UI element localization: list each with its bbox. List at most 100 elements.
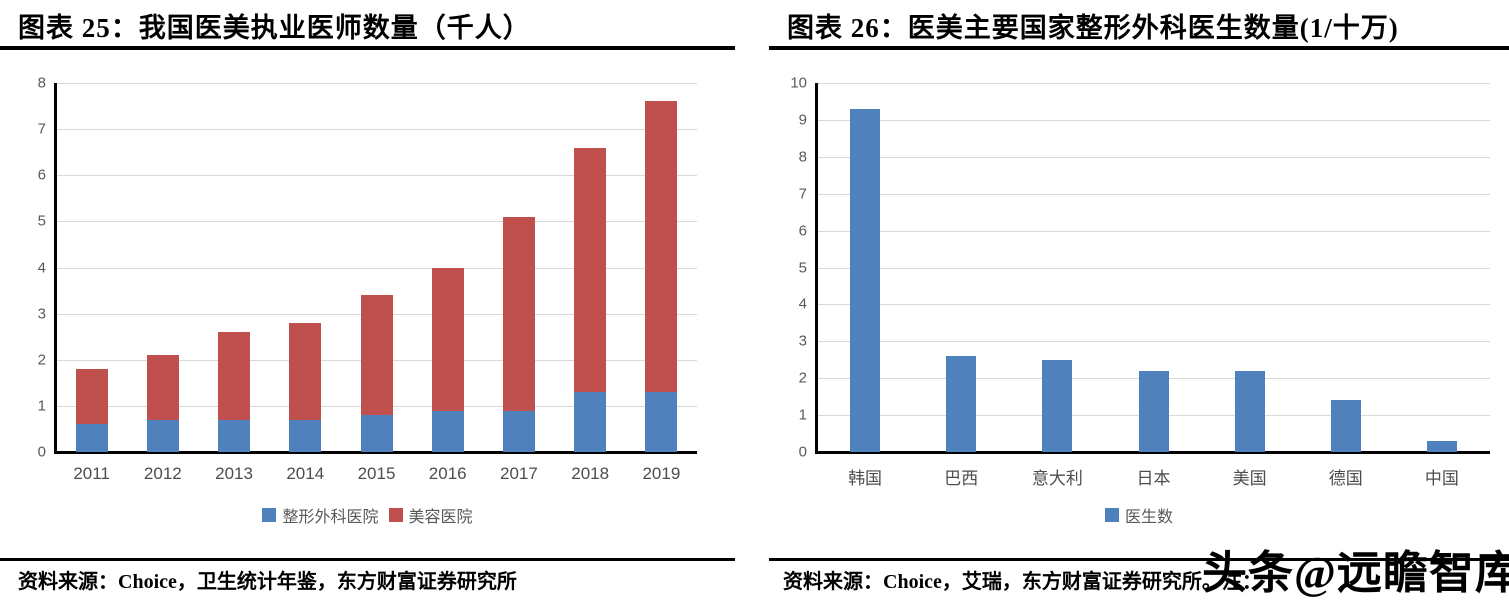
bar-segment-医生数-意大利 (1042, 359, 1073, 452)
bar-segment-美容医院-2014 (289, 322, 322, 420)
legend-label: 美容医院 (408, 509, 473, 526)
legend-item: 医生数 (1104, 503, 1173, 527)
x-tick-label: 韩国 (848, 469, 883, 488)
legend-swatch-icon (388, 508, 403, 522)
y-tick-label: 0 (37, 443, 46, 461)
bar-segment-整形外科医院-2014 (289, 419, 322, 452)
bar-segment-整形外科医院-2011 (75, 424, 108, 452)
x-tick-label: 中国 (1424, 469, 1459, 488)
x-tick-label: 美国 (1232, 469, 1267, 488)
bar-segment-整形外科医院-2015 (360, 415, 393, 452)
figure-26-legend: 医生数 (769, 503, 1509, 527)
y-tick-label: 9 (798, 111, 807, 129)
gridline (817, 304, 1490, 306)
legend-swatch-icon (262, 508, 277, 522)
bar-segment-整形外科医院-2019 (645, 392, 678, 452)
bar-segment-美容医院-2015 (360, 295, 393, 416)
figure-25-title-rule (0, 46, 735, 50)
figure-26-source-rule (769, 558, 1509, 561)
figure-25-plot: 0 1 2 3 4 5 6 7 8 2011 2012 2013 2014 2015 2016 2017 201… (38, 75, 697, 483)
figure-26-title-rule (769, 46, 1509, 50)
bar-segment-整形外科医院-2013 (218, 419, 251, 452)
gridline (817, 193, 1490, 195)
y-tick-label: 3 (798, 332, 807, 350)
figure-26-title: 图表 26：医美主要国家整形外科医生数量(1/十万) (787, 13, 1399, 43)
gridline (56, 221, 697, 223)
y-tick-label: 7 (798, 185, 807, 203)
gridline (56, 267, 697, 269)
y-tick-label: 4 (798, 295, 807, 313)
watermark: 头条@远瞻智库 (1202, 548, 1509, 598)
y-tick-label: 5 (37, 212, 46, 230)
figure-26-source-note: 资料来源：Choice，艾瑞，东方财富证券研究所。注： (783, 571, 1262, 593)
x-tick-label: 日本 (1136, 469, 1171, 488)
gridline (56, 83, 697, 84)
bar-segment-美容医院-2012 (146, 355, 179, 420)
legend-swatch-icon (1104, 508, 1119, 522)
figure-25: 图表 25：我国医美执业医师数量（千人） 0 1 2 3 4 5 6 7 8 2011 2012 20… (0, 0, 735, 603)
y-axis-line (54, 83, 57, 452)
x-tick-label: 巴西 (944, 469, 979, 488)
bar-segment-医生数-巴西 (946, 356, 977, 452)
x-tick-label: 2018 (571, 464, 610, 483)
figure-26: 图表 26：医美主要国家整形外科医生数量(1/十万) 0 1 2 3 4 5 6 7 8 9 10 韩… (769, 0, 1509, 603)
bar-segment-美容医院-2016 (431, 267, 464, 411)
y-tick-label: 2 (37, 351, 46, 369)
bar-segment-美容医院-2019 (645, 101, 678, 393)
gridline (56, 129, 697, 131)
legend-label: 医生数 (1124, 509, 1173, 526)
x-tick-label: 2017 (500, 464, 538, 483)
figure-25-title: 图表 25：我国医美执业医师数量（千人） (18, 13, 531, 43)
gridline (817, 83, 1490, 84)
y-tick-label: 8 (798, 148, 807, 166)
y-tick-label: 3 (37, 305, 46, 323)
x-tick-label: 2016 (428, 464, 467, 483)
x-axis-line (54, 451, 697, 454)
bar-segment-医生数-美国 (1234, 370, 1265, 452)
y-tick-label: 2 (798, 369, 807, 387)
bar-segment-整形外科医院-2016 (431, 410, 464, 452)
y-tick-label: 8 (37, 74, 46, 92)
bar-segment-医生数-中国 (1426, 440, 1457, 452)
bar-segment-美容医院-2011 (75, 368, 108, 425)
y-tick-label: 5 (798, 259, 807, 276)
y-tick-label: 1 (37, 397, 46, 415)
x-tick-label: 2015 (357, 464, 396, 483)
x-tick-label: 2011 (73, 464, 110, 483)
x-tick-label: 德国 (1328, 469, 1363, 488)
gridline (817, 156, 1490, 158)
y-axis-line (815, 83, 818, 452)
bar-segment-美容医院-2017 (502, 216, 535, 411)
gridline (817, 341, 1490, 343)
y-tick-label: 10 (790, 74, 807, 92)
gridline (56, 175, 697, 177)
bar-segment-整形外科医院-2017 (502, 410, 535, 452)
bar-segment-医生数-德国 (1330, 400, 1361, 452)
bar-segment-医生数-日本 (1138, 370, 1169, 452)
gridline (817, 230, 1490, 232)
figure-25-source-note: 资料来源：Choice，卫生统计年鉴，东方财富证券研究所 (18, 571, 517, 593)
figure-25-legend: 整形外科医院 美容医院 (0, 503, 735, 527)
y-tick-label: 4 (37, 259, 46, 276)
bar-segment-整形外科医院-2012 (146, 419, 179, 452)
y-tick-label: 6 (798, 222, 807, 240)
bar-segment-美容医院-2018 (574, 147, 607, 393)
x-axis-line (815, 451, 1490, 454)
bar-segment-美容医院-2013 (218, 332, 251, 420)
y-tick-label: 1 (798, 406, 807, 424)
gridline (817, 119, 1490, 121)
legend-item: 美容医院 (388, 503, 473, 527)
legend-item: 整形外科医院 (262, 503, 379, 527)
x-tick-label: 2012 (143, 464, 182, 483)
gridline (817, 267, 1490, 269)
figure-25-source-rule (0, 558, 735, 561)
bar-segment-医生数-韩国 (850, 108, 881, 452)
bar-segment-整形外科医院-2018 (574, 392, 607, 452)
legend-label: 整形外科医院 (282, 509, 379, 526)
x-tick-label: 意大利 (1031, 469, 1083, 488)
y-tick-label: 6 (37, 166, 46, 184)
y-tick-label: 7 (37, 120, 46, 138)
x-tick-label: 2019 (642, 464, 681, 483)
x-tick-label: 2014 (286, 464, 325, 483)
y-tick-label: 0 (798, 443, 807, 461)
